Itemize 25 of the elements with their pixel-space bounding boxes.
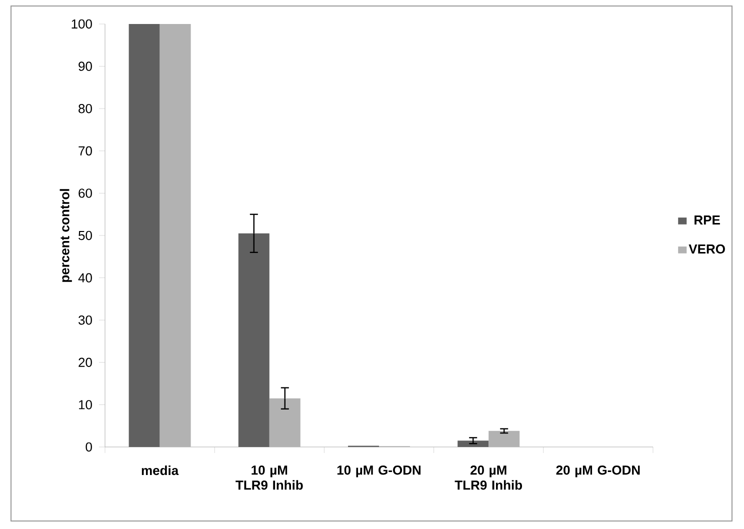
x-tick-label: 20 µM TLR9 Inhib xyxy=(454,466,522,490)
legend-label: VERO xyxy=(688,244,725,254)
y-tick-label: 100 xyxy=(72,19,92,29)
bar xyxy=(238,233,270,447)
y-tick-label: 90 xyxy=(78,62,92,71)
y-tick-label: 20 xyxy=(78,358,92,367)
bar xyxy=(160,24,191,447)
y-tick-label: 80 xyxy=(78,104,92,114)
x-tick-label: 10 µM G-ODN xyxy=(337,466,421,478)
y-tick-label: 30 xyxy=(78,315,92,325)
x-tick-label: 10 µM TLR9 Inhib xyxy=(236,466,303,490)
x-tick-label: 20 µM G-ODN xyxy=(556,466,640,478)
bar xyxy=(128,24,160,447)
y-tick-label: 50 xyxy=(78,230,92,240)
legend-label: RPE xyxy=(694,216,720,224)
y-tick-label: 10 xyxy=(79,400,92,410)
y-tick-label: 0 xyxy=(86,442,92,452)
bar xyxy=(269,398,300,447)
y-tick-label: 40 xyxy=(78,273,92,282)
y-tick-label: 70 xyxy=(78,146,92,156)
x-tick-label: media xyxy=(142,466,179,476)
y-axis-title: percent control xyxy=(60,189,72,282)
bar xyxy=(458,440,489,447)
bar xyxy=(488,430,520,447)
y-tick-label: 60 xyxy=(78,188,92,198)
